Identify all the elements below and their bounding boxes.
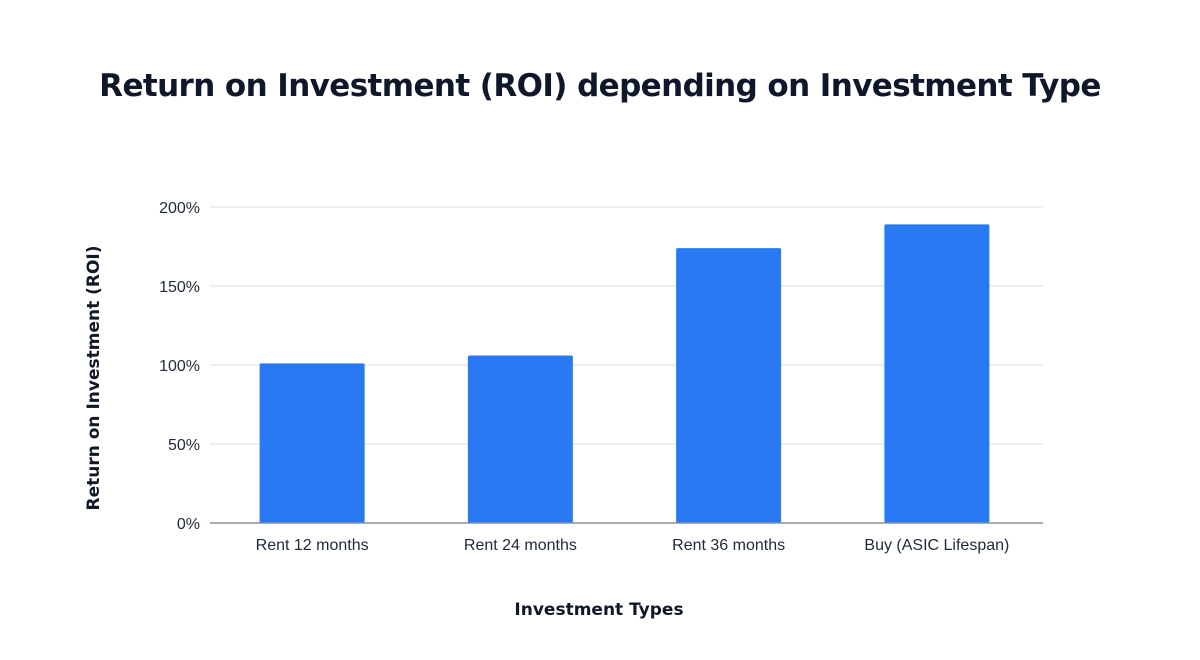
x-axis-ticks: Rent 12 months Rent 24 months Rent 36 mont… — [256, 537, 1010, 554]
y-tick-label: 100% — [159, 358, 200, 375]
bars — [259, 224, 990, 523]
y-axis-title: Return on Investment (ROI) — [84, 245, 104, 510]
x-tick-label: Rent 24 months — [464, 537, 577, 554]
y-axis-ticks: 0% 50% 100% 150% 200% — [159, 200, 200, 533]
y-tick-label: 200% — [159, 200, 200, 217]
x-tick-label: Buy (ASIC Lifespan) — [864, 537, 1009, 554]
x-tick-label: Rent 12 months — [256, 537, 369, 554]
y-tick-label: 0% — [177, 516, 200, 533]
bar-1 — [467, 355, 573, 523]
x-tick-label: Rent 36 months — [672, 537, 785, 554]
y-tick-label: 150% — [159, 279, 200, 296]
y-tick-label: 50% — [168, 437, 200, 454]
chart-title: Return on Investment (ROI) depending on … — [99, 68, 1101, 104]
bar-2 — [676, 248, 782, 523]
bar-0 — [259, 363, 365, 523]
x-axis-title: Investment Types — [514, 600, 683, 620]
bar-3 — [884, 224, 990, 523]
